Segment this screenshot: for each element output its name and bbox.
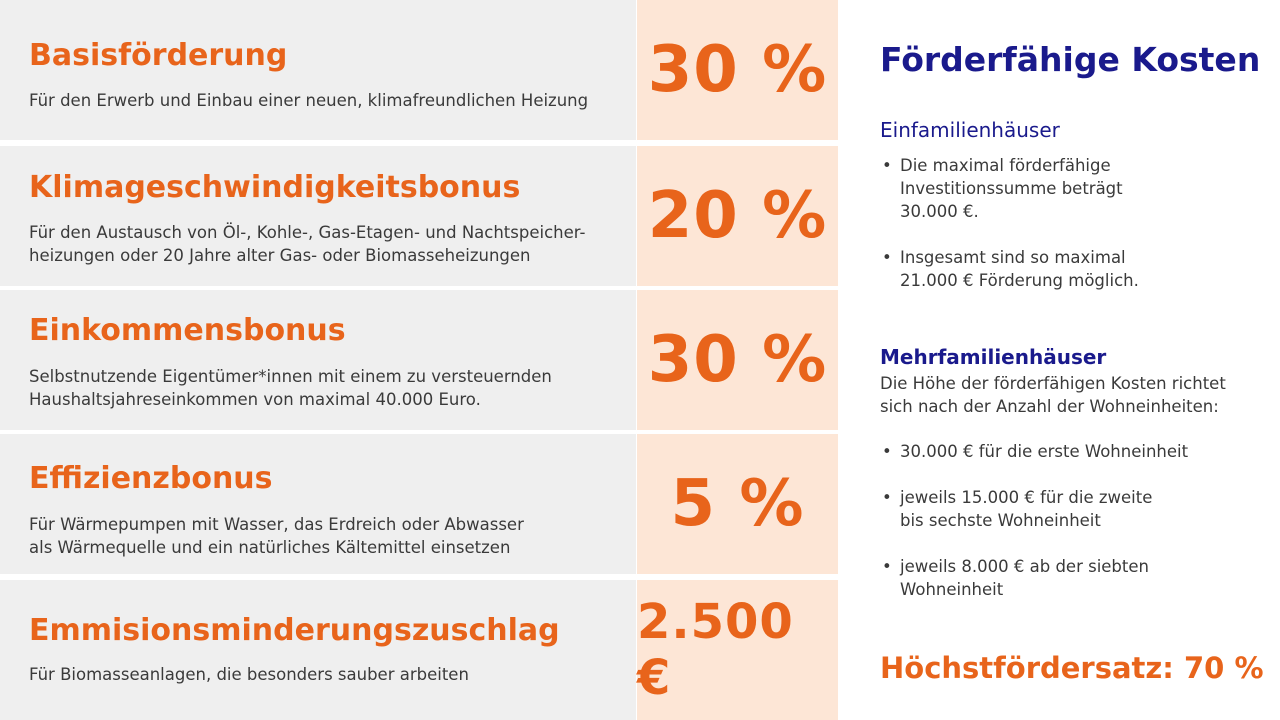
multi-family-heading: Mehrfamilienhäuser (880, 345, 1107, 369)
row-percentage: 20 % (637, 146, 838, 286)
list-item-line: Die maximal förderfähige (900, 156, 1111, 175)
row-amount: 2.500 € (637, 580, 838, 720)
row-description-line-1: Für Wärmepumpen mit Wasser, das Erdreich… (29, 515, 524, 534)
row-klimageschwindigkeitsbonus: Klimageschwindigkeitsbonus Für den Austa… (0, 146, 838, 286)
list-item: Insgesamt sind so maximal 21.000 € Förde… (880, 246, 1139, 292)
row-percentage: 5 % (637, 434, 838, 574)
multi-family-list: 30.000 € für die erste Wohneinheit jewei… (880, 440, 1188, 601)
row-description-line-2: Haushaltsjahreseinkommen von maximal 40.… (29, 390, 481, 409)
row-description: Für den Austausch von Öl-, Kohle-, Gas-E… (29, 221, 629, 267)
list-item: 30.000 € für die erste Wohneinheit (880, 440, 1188, 463)
row-description: Für den Erwerb und Einbau einer neuen, k… (29, 89, 629, 112)
row-description-line-1: Für den Erwerb und Einbau einer neuen, k… (29, 91, 589, 110)
list-item-line: bis sechste Wohneinheit (900, 511, 1101, 530)
list-item-line: Investitionssumme beträgt (900, 179, 1123, 198)
list-item-line: 30.000 €. (900, 202, 979, 221)
list-item: jeweils 8.000 € ab der siebten Wohneinhe… (880, 555, 1188, 601)
bonus-rows: Basisförderung Für den Erwerb und Einbau… (0, 0, 838, 720)
row-description: Selbstnutzende Eigentümer*innen mit eine… (29, 365, 629, 411)
panel-heading: Förderfähige Kosten (880, 40, 1261, 79)
row-text-panel (0, 146, 636, 286)
list-item-line: jeweils 15.000 € für die zweite (900, 488, 1153, 507)
max-funding-rate: Höchstfördersatz: 70 % (880, 651, 1264, 685)
row-description: Für Wärmepumpen mit Wasser, das Erdreich… (29, 513, 629, 559)
list-item-line: 30.000 € für die erste Wohneinheit (900, 442, 1189, 461)
row-einkommensbonus: Einkommensbonus Selbstnutzende Eigentüme… (0, 290, 838, 430)
row-text-panel (0, 580, 636, 720)
eligible-costs-panel: Förderfähige Kosten Einfamilienhäuser Di… (838, 0, 1280, 720)
list-item: Die maximal förderfähige Investitionssum… (880, 154, 1139, 223)
row-title: Einkommensbonus (29, 313, 346, 348)
single-family-heading: Einfamilienhäuser (880, 118, 1060, 142)
list-item-line: jeweils 8.000 € ab der siebten (900, 557, 1149, 576)
row-title: Basisförderung (29, 38, 288, 73)
list-item-line: 21.000 € Förderung möglich. (900, 271, 1139, 290)
row-title: Emmisionsminderungszuschlag (29, 613, 560, 648)
multi-family-intro: Die Höhe der förderfähigen Kosten richte… (880, 372, 1270, 418)
row-description-line-1: Für den Austausch von Öl-, Kohle-, Gas-E… (29, 223, 586, 242)
row-description-line-1: Für Biomasseanlagen, die besonders saube… (29, 665, 469, 684)
row-text-panel (0, 434, 636, 574)
row-emmisionsminderungszuschlag: Emmisionsminderungszuschlag Für Biomasse… (0, 580, 838, 720)
row-description-line-2: als Wärmequelle und ein natürliches Kält… (29, 538, 511, 557)
row-description-line-2: heizungen oder 20 Jahre alter Gas- oder … (29, 246, 531, 265)
intro-line-2: sich nach der Anzahl der Wohneinheiten: (880, 397, 1219, 416)
list-item: jeweils 15.000 € für die zweite bis sech… (880, 486, 1188, 532)
row-title: Effizienzbonus (29, 461, 273, 496)
row-text-panel (0, 0, 636, 140)
intro-line-1: Die Höhe der förderfähigen Kosten richte… (880, 374, 1226, 393)
row-percentage: 30 % (637, 290, 838, 430)
row-description: Für Biomasseanlagen, die besonders saube… (29, 663, 629, 686)
list-item-line: Wohneinheit (900, 580, 1004, 599)
row-description-line-1: Selbstnutzende Eigentümer*innen mit eine… (29, 367, 552, 386)
row-text-panel (0, 290, 636, 430)
list-item-line: Insgesamt sind so maximal (900, 248, 1126, 267)
row-basisfoerderung: Basisförderung Für den Erwerb und Einbau… (0, 0, 838, 140)
row-percentage: 30 % (637, 0, 838, 140)
single-family-list: Die maximal förderfähige Investitionssum… (880, 154, 1139, 292)
row-effizienzbonus: Effizienzbonus Für Wärmepumpen mit Wasse… (0, 434, 838, 574)
row-title: Klimageschwindigkeitsbonus (29, 170, 521, 205)
